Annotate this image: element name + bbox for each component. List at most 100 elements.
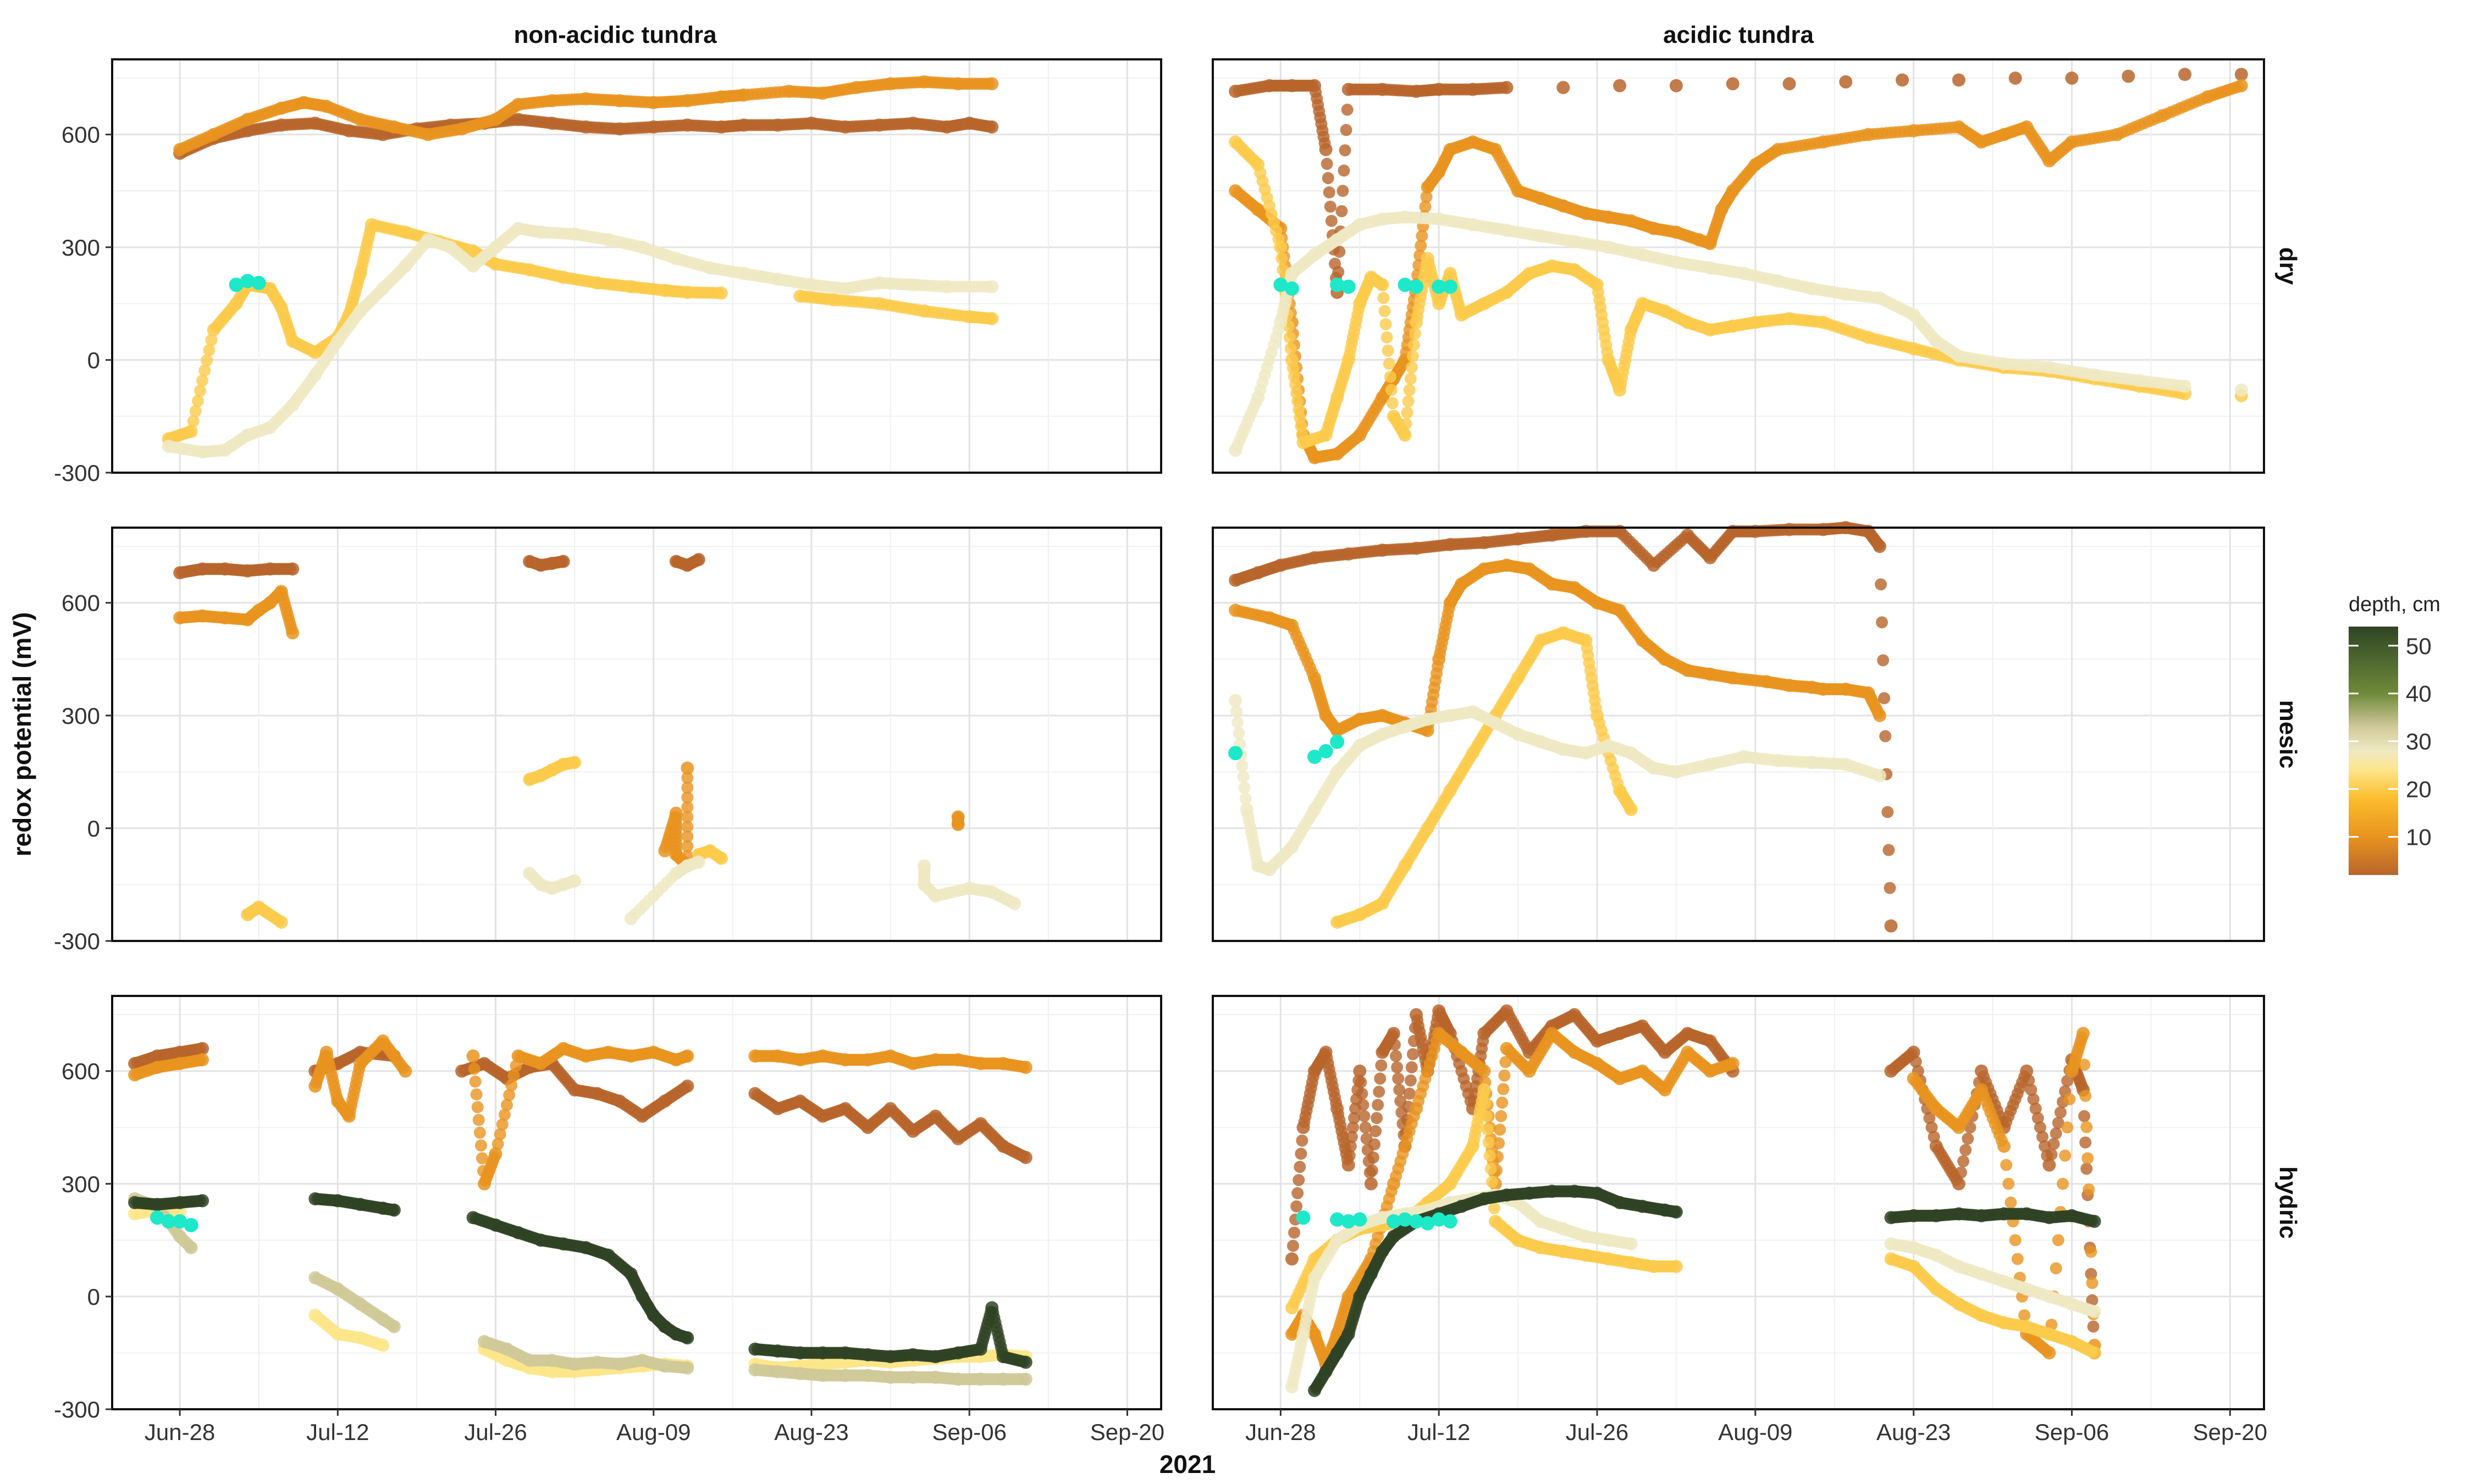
data-point [1236, 760, 1249, 772]
highlight-point [1318, 744, 1333, 758]
data-point [472, 1114, 485, 1126]
data-point [196, 1042, 209, 1055]
data-point [1952, 73, 1965, 87]
highlight-point [1330, 734, 1345, 749]
data-point [191, 395, 204, 407]
y-tick-label: -300 [54, 460, 100, 486]
data-point [985, 77, 999, 91]
data-point [1019, 1150, 1032, 1164]
data-point [1378, 305, 1391, 318]
data-point [470, 1088, 483, 1101]
data-point [1341, 103, 1354, 116]
data-point [1377, 292, 1390, 304]
data-point [1283, 331, 1296, 344]
data-point [1875, 578, 1887, 591]
data-point [1230, 705, 1243, 718]
data-point [1873, 540, 1886, 553]
data-point [2178, 68, 2192, 81]
data-point [1669, 79, 1683, 92]
data-point [1384, 370, 1396, 383]
data-point [469, 1075, 482, 1088]
data-point [466, 1049, 480, 1063]
data-point [1379, 318, 1392, 330]
data-point [1500, 81, 1514, 95]
data-point [1402, 395, 1415, 408]
data-point [1332, 265, 1345, 278]
data-point [1019, 1060, 1032, 1074]
data-point [1383, 357, 1395, 370]
data-point [692, 553, 705, 567]
data-point [568, 874, 582, 888]
data-point [1338, 164, 1350, 177]
data-point [1726, 77, 1739, 91]
data-point [1556, 81, 1570, 95]
data-point [1782, 77, 1796, 91]
data-point [1324, 200, 1337, 213]
highlight-point [229, 278, 244, 292]
data-point [1335, 205, 1348, 218]
y-tick-label: -300 [54, 928, 100, 954]
data-point [1404, 373, 1417, 385]
data-point [985, 280, 999, 294]
panel-grid [112, 59, 1161, 474]
data-point [1325, 214, 1338, 227]
data-point [198, 364, 211, 377]
data-point [1876, 616, 1888, 629]
data-point [184, 1241, 198, 1255]
data-point [1322, 172, 1334, 185]
data-point [1386, 397, 1399, 409]
data-point [1409, 328, 1422, 340]
data-point [681, 1361, 694, 1375]
y-tick-label: 0 [87, 816, 100, 841]
highlight-point [1284, 281, 1299, 296]
highlight-points [229, 274, 266, 292]
data-point [187, 415, 200, 428]
data-point [1284, 342, 1297, 355]
data-point [1405, 361, 1418, 374]
data-point [1398, 428, 1412, 442]
y-tick-label: 300 [62, 703, 100, 729]
data-point [203, 344, 216, 357]
data-point [681, 761, 694, 775]
y-tick-label: 600 [62, 590, 100, 616]
data-point [1624, 802, 1638, 816]
y-tick-label: 600 [62, 122, 100, 148]
highlight-point [251, 275, 266, 290]
data-point [1321, 158, 1333, 170]
data-point [1882, 844, 1895, 856]
highlight-point [1443, 279, 1457, 294]
data-point [1401, 406, 1413, 419]
data-point [196, 1053, 209, 1067]
data-point [2234, 383, 2248, 397]
data-point [274, 915, 288, 929]
data-point [1385, 384, 1398, 396]
data-point [2178, 379, 2192, 393]
data-point [1382, 344, 1394, 357]
data-point [985, 312, 999, 325]
data-point [1239, 792, 1252, 805]
data-point [1233, 727, 1245, 739]
data-point [201, 354, 213, 367]
data-point [1839, 75, 1853, 89]
data-point [1406, 350, 1419, 363]
data-point [1873, 708, 1886, 722]
highlight-point [1228, 746, 1243, 761]
data-point [1274, 240, 1288, 254]
data-point [568, 756, 582, 769]
data-point [1323, 186, 1335, 199]
data-point [714, 851, 728, 865]
data-point [1237, 771, 1250, 783]
data-point [387, 1320, 401, 1333]
data-point [1878, 692, 1891, 705]
data-point [1229, 694, 1242, 707]
data-point [194, 384, 207, 397]
series-depth-28 [162, 222, 999, 459]
data-point [2122, 69, 2135, 83]
data-point [692, 855, 705, 869]
highlight-point [1409, 279, 1424, 294]
data-point [1232, 716, 1244, 729]
data-point [1238, 782, 1251, 794]
data-point [1380, 331, 1393, 344]
